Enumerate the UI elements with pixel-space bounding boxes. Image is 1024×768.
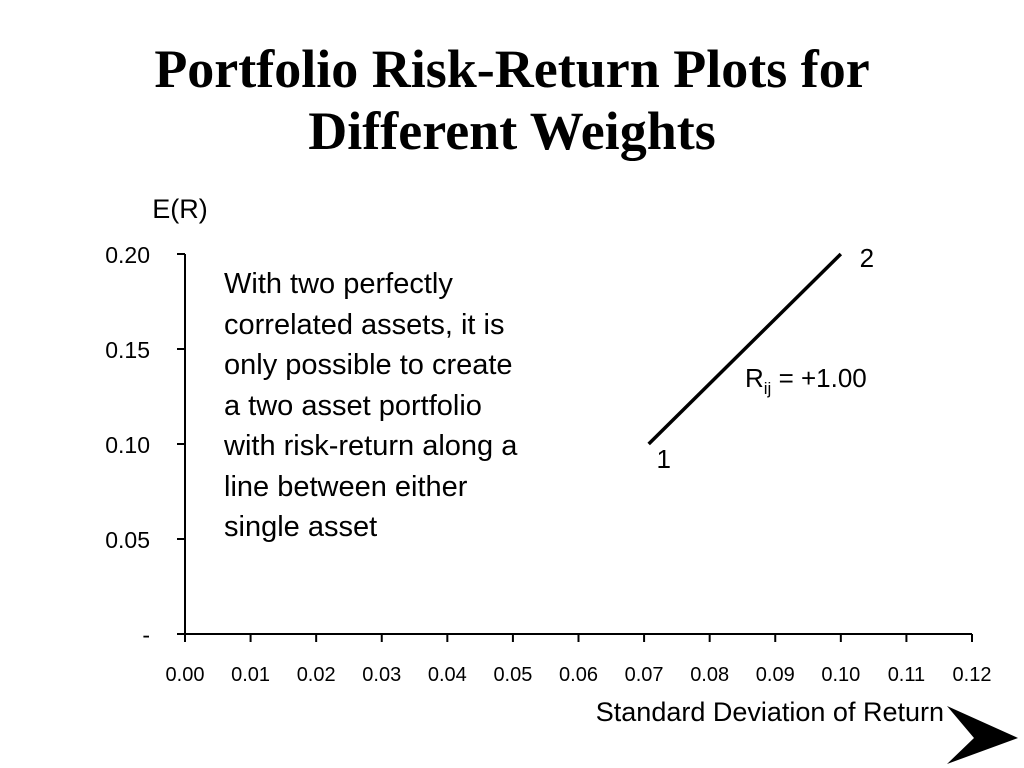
next-slide-arrow-icon[interactable] bbox=[944, 700, 1020, 766]
slide-title-line-1: Portfolio Risk-Return Plots for bbox=[154, 39, 870, 99]
correlation-label-subscript: ij bbox=[764, 379, 772, 398]
x-tick-label: 0.04 bbox=[428, 664, 467, 686]
slide-title-line-2: Different Weights bbox=[308, 101, 716, 161]
x-tick-label: 0.10 bbox=[821, 664, 860, 686]
chart-annotation: With two perfectly correlated assets, it… bbox=[224, 268, 518, 543]
y-tick-label: 0.20 bbox=[105, 242, 150, 268]
x-tick-label: 0.01 bbox=[231, 664, 270, 686]
x-tick-label: 0.11 bbox=[888, 664, 925, 686]
x-tick-label: 0.08 bbox=[690, 664, 729, 686]
asset-1-label: 1 bbox=[656, 444, 670, 474]
x-tick-label: 0.02 bbox=[297, 664, 336, 686]
x-axis-title: Standard Deviation of Return bbox=[596, 697, 944, 727]
y-tick-label: 0.15 bbox=[105, 337, 150, 363]
y-axis-title: E(R) bbox=[152, 194, 208, 224]
asset-2-label: 2 bbox=[860, 243, 874, 273]
x-tick-label: 0.00 bbox=[166, 664, 205, 686]
y-tick-label: - bbox=[142, 622, 150, 648]
x-tick-label: 0.05 bbox=[493, 664, 532, 686]
y-tick-label: 0.10 bbox=[105, 432, 150, 458]
correlation-label-main: R bbox=[745, 363, 764, 393]
x-tick-label: 0.12 bbox=[953, 664, 992, 686]
slide-title: Portfolio Risk-Return Plots for Differen… bbox=[0, 38, 1024, 162]
x-tick-label: 0.06 bbox=[559, 664, 598, 686]
correlation-label-value: = +1.00 bbox=[771, 363, 866, 393]
correlation-label: Rij = +1.00 bbox=[745, 363, 867, 398]
y-tick-label: 0.05 bbox=[105, 527, 150, 553]
x-tick-label: 0.07 bbox=[625, 664, 664, 686]
risk-return-line bbox=[647, 252, 843, 446]
x-tick-label: 0.03 bbox=[362, 664, 401, 686]
x-tick-label: 0.09 bbox=[756, 664, 795, 686]
